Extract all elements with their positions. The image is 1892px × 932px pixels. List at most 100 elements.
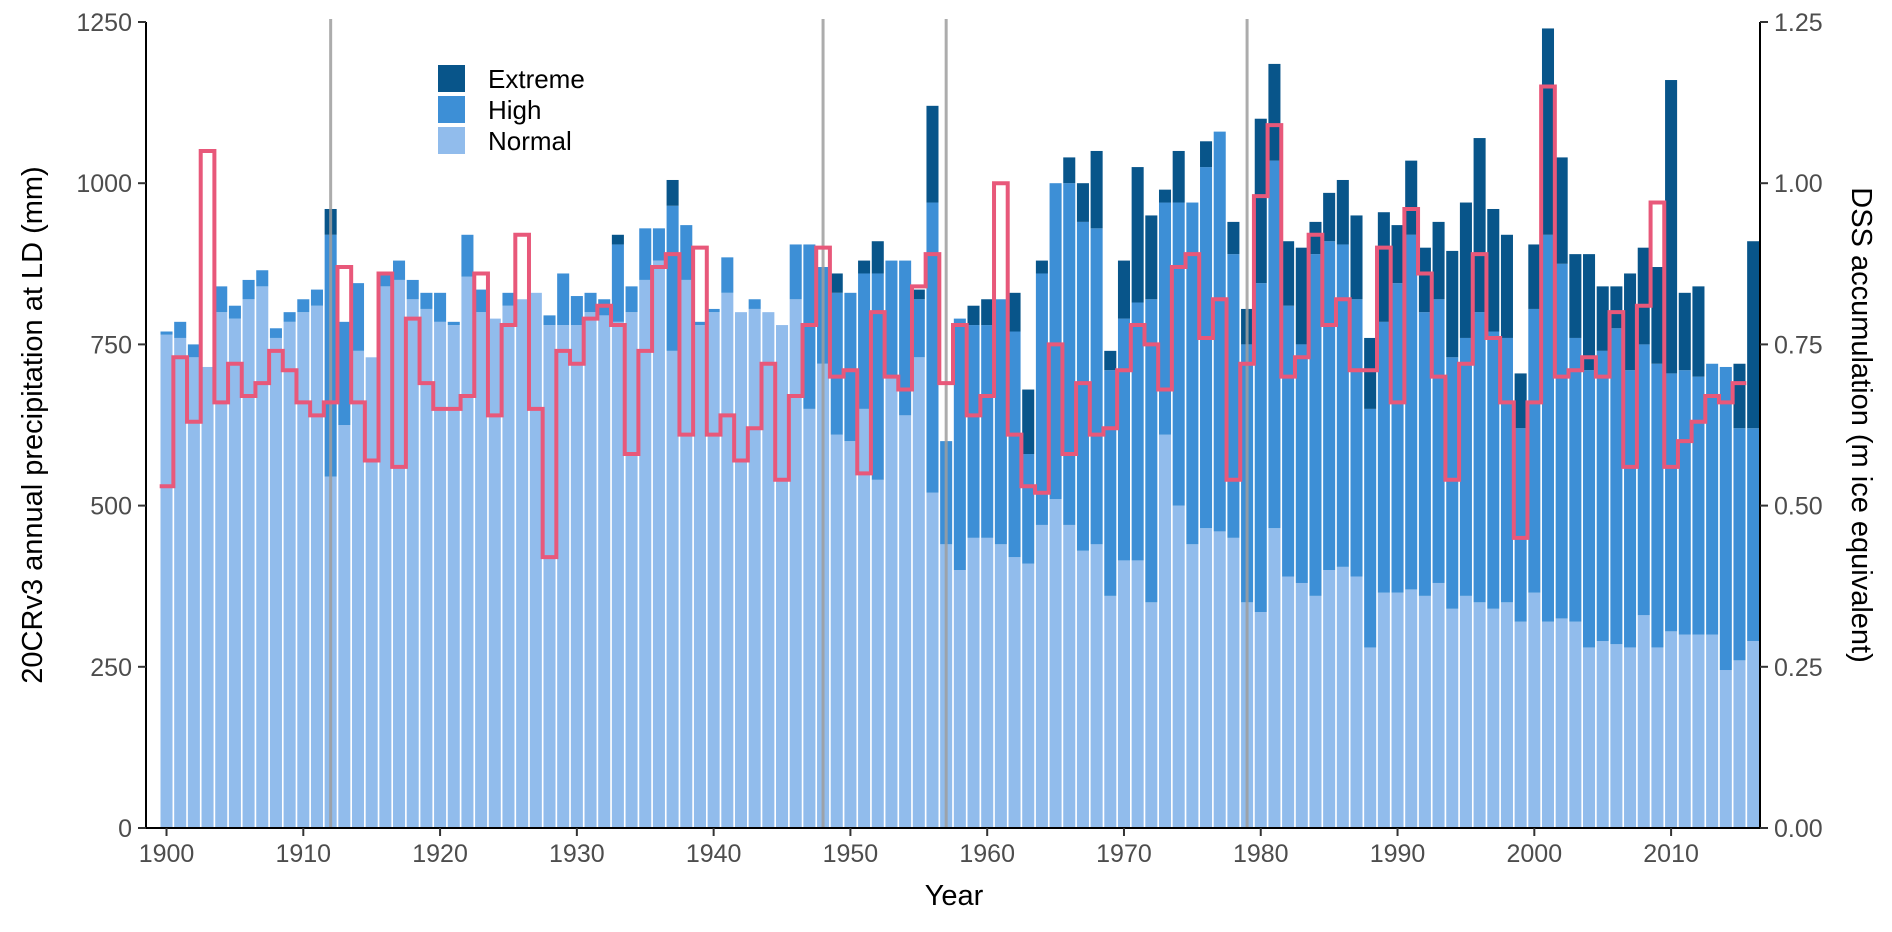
bar-normal-2015 (1733, 660, 1746, 828)
bar-normal-2004 (1583, 647, 1596, 828)
bar-high-2005 (1596, 350, 1609, 642)
bar-normal-2002 (1555, 618, 1568, 828)
legend-label-extreme: Extreme (488, 64, 585, 94)
bar-extreme-1982 (1282, 241, 1295, 306)
bar-normal-1922 (461, 276, 474, 828)
bar-normal-1982 (1282, 576, 1295, 828)
bar-extreme-2002 (1555, 157, 1568, 264)
bar-extreme-1983 (1295, 247, 1308, 345)
bar-normal-1992 (1418, 595, 1431, 828)
bar-high-1910 (297, 299, 310, 313)
bar-extreme-1969 (1104, 350, 1117, 371)
bar-high-1904 (215, 286, 228, 313)
bar-normal-1935 (639, 279, 652, 828)
bar-normal-1936 (652, 260, 665, 829)
bar-extreme-1964 (1035, 260, 1048, 274)
bar-normal-2012 (1692, 634, 1705, 828)
bar-high-1938 (680, 225, 693, 280)
bar-high-1935 (639, 228, 652, 280)
bar-extreme-1971 (1131, 167, 1144, 303)
bar-extreme-1985 (1323, 192, 1336, 242)
vertical-lines-layer (329, 19, 1249, 828)
bar-normal-1995 (1459, 595, 1472, 828)
bar-high-1989 (1377, 321, 1390, 593)
bar-normal-1933 (611, 321, 624, 828)
x-tick-label-1920: 1920 (412, 840, 468, 868)
bar-normal-1940 (707, 312, 720, 828)
bar-extreme-1952 (871, 241, 884, 274)
bar-extreme-1981 (1268, 63, 1281, 161)
bar-normal-1900 (160, 334, 173, 828)
bar-normal-1917 (393, 279, 406, 828)
bar-normal-1905 (228, 318, 241, 828)
bar-normal-1901 (174, 337, 187, 828)
bar-extreme-1933 (611, 234, 624, 245)
bar-normal-1909 (283, 321, 296, 828)
bar-extreme-2015 (1733, 363, 1746, 429)
bar-high-1962 (1008, 331, 1021, 558)
bar-high-1917 (393, 260, 406, 280)
dss-line-layer (159, 84, 1747, 560)
bar-normal-1965 (1049, 499, 1062, 828)
bar-high-1901 (174, 321, 187, 338)
bar-high-1920 (434, 292, 447, 322)
bar-high-1922 (461, 234, 474, 277)
bar-high-1969 (1104, 370, 1117, 596)
bar-high-1961 (994, 299, 1007, 545)
y-tick-label-left-1250: 1250 (76, 9, 132, 37)
bar-extreme-2006 (1610, 286, 1623, 329)
bar-high-1900 (160, 331, 173, 335)
bar-normal-1959 (967, 537, 980, 828)
bar-extreme-1959 (967, 305, 980, 326)
bar-high-1906 (242, 279, 255, 300)
bar-normal-1913 (338, 425, 351, 828)
bar-extreme-2003 (1569, 254, 1582, 338)
bar-normal-1915 (365, 357, 378, 828)
bar-extreme-1989 (1377, 212, 1390, 322)
bar-normal-1944 (762, 312, 775, 828)
legend-label-normal: Normal (488, 126, 572, 156)
x-axis-title: Year (925, 880, 984, 912)
bar-normal-1946 (789, 299, 802, 828)
bar-extreme-1991 (1405, 160, 1418, 235)
bar-extreme-1987 (1350, 215, 1363, 300)
bar-extreme-1994 (1446, 250, 1459, 358)
bar-high-1934 (625, 286, 638, 313)
bar-high-1902 (187, 344, 200, 358)
bar-high-1975 (1186, 202, 1199, 545)
x-tick-label-1980: 1980 (1233, 840, 1289, 868)
bar-extreme-1951 (858, 260, 871, 274)
bar-normal-1976 (1200, 528, 1213, 828)
bar-high-1950 (844, 292, 857, 442)
legend-label-high: High (488, 95, 541, 125)
bar-normal-1969 (1104, 595, 1117, 828)
bar-high-1996 (1473, 312, 1486, 603)
bar-normal-2014 (1719, 670, 1732, 828)
bar-normal-1985 (1323, 570, 1336, 828)
bar-high-1972 (1145, 299, 1158, 603)
bar-normal-1942 (734, 312, 748, 828)
x-tick-label-2010: 2010 (1643, 840, 1699, 868)
bar-normal-1987 (1350, 576, 1363, 828)
x-tick-label-1950: 1950 (823, 840, 879, 868)
bar-normal-1937 (666, 350, 679, 828)
bar-extreme-1990 (1391, 225, 1404, 284)
bar-extreme-1997 (1487, 208, 1500, 332)
bar-high-1956 (926, 202, 939, 493)
bar-extreme-1973 (1158, 189, 1172, 203)
bar-extreme-1986 (1336, 179, 1349, 245)
bar-normal-2007 (1624, 647, 1637, 828)
bar-high-1954 (899, 260, 912, 416)
bar-normal-1903 (201, 366, 214, 828)
bar-normal-1977 (1213, 531, 1226, 828)
bar-high-1973 (1158, 202, 1172, 435)
bar-extreme-1978 (1227, 221, 1240, 255)
bar-normal-1950 (844, 441, 857, 828)
bar-extreme-1962 (1008, 292, 1021, 332)
bar-high-1971 (1131, 302, 1144, 561)
bar-normal-1907 (256, 286, 269, 828)
bar-extreme-1988 (1364, 337, 1377, 409)
bar-normal-1951 (858, 408, 871, 828)
bar-normal-1971 (1131, 560, 1144, 828)
